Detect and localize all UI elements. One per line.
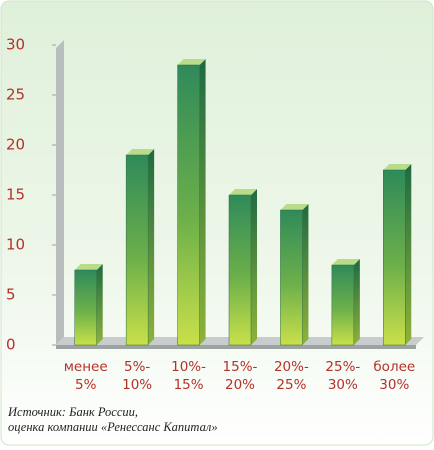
bar-side [405, 164, 412, 345]
y-tick-label: 15 [6, 186, 25, 204]
y-tick-label: 20 [6, 136, 25, 154]
bar-side [148, 149, 155, 345]
bar [228, 194, 252, 346]
y-tick-label: 0 [6, 336, 16, 354]
x-tick-label: 10%-15% [171, 359, 206, 393]
y-tick-label: 30 [6, 36, 25, 54]
source: оценка компании «Ренессанс Капитал» [8, 420, 218, 434]
bar [177, 64, 200, 346]
bar [125, 154, 149, 346]
bar-top [229, 189, 257, 195]
x-tick-label: 15%-20% [223, 359, 258, 393]
y-tick-label: 5 [6, 286, 16, 304]
x-tick-label: более 30% [373, 359, 415, 393]
bar [383, 169, 406, 346]
bar-side [353, 259, 360, 345]
bar [74, 269, 97, 346]
x-tick-label: 20%-25% [274, 359, 309, 393]
x-tick-label: менее 5% [64, 359, 108, 393]
bar-top [126, 149, 155, 155]
bar [331, 264, 355, 346]
bar-side [199, 59, 206, 345]
source: Источник: Банк России, [7, 405, 138, 419]
y-tick-label: 25 [6, 86, 25, 104]
bar [280, 209, 303, 346]
bar-side [302, 204, 309, 345]
bar-side [251, 189, 257, 345]
y-tick-label: 10 [6, 236, 25, 254]
floor-edge [56, 345, 416, 349]
bar-top [331, 259, 360, 265]
bar-side [96, 264, 103, 345]
wall [56, 40, 64, 345]
x-tick-label: 25%-30% [325, 359, 360, 393]
x-tick-label: 5%-10% [122, 359, 152, 393]
bar-top [280, 204, 309, 210]
bar-top [74, 264, 103, 270]
bar-top [177, 59, 206, 65]
bar-top [383, 164, 412, 170]
